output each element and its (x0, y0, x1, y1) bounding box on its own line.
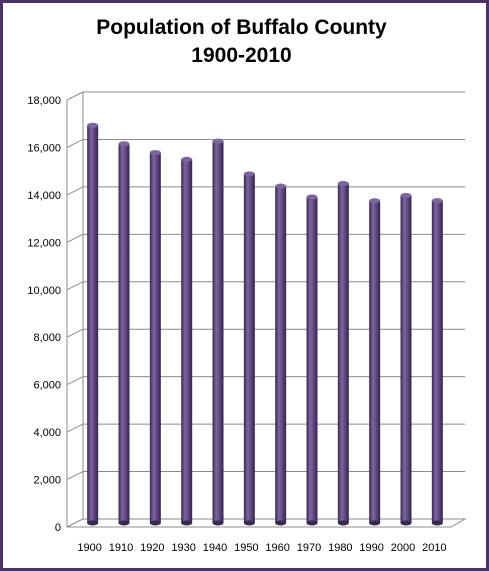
bar-body (243, 173, 255, 523)
bar-body (369, 200, 381, 524)
x-tick-label: 1920 (140, 542, 164, 554)
bar-body (306, 196, 318, 523)
bar-top (149, 150, 161, 156)
y-tick-label: 2,000 (33, 475, 61, 487)
axes (66, 92, 467, 528)
bar-top (212, 138, 224, 144)
y-tick-label: 14,000 (27, 190, 61, 202)
x-tick-label: 1950 (234, 542, 258, 554)
y-tick-label: 18,000 (27, 95, 61, 107)
bar-top (369, 198, 381, 204)
bar-top (243, 171, 255, 177)
bar (431, 198, 443, 526)
y-tick-label: 6,000 (33, 380, 61, 392)
gridline-slant (66, 233, 84, 243)
bar-body (149, 152, 161, 523)
bar (181, 156, 193, 526)
bar-body (275, 186, 287, 524)
bar-top (400, 193, 412, 199)
bar (337, 181, 349, 526)
bar-body (118, 143, 130, 523)
gridline-slant (66, 91, 84, 101)
bar-body (87, 125, 99, 524)
chart-subtitle: 1900-2010 (191, 44, 292, 67)
x-tick-labels: 1900 1910 1920 1930 1940 1950 1960 1970 1980 1990… (77, 542, 446, 554)
x-tick-label: 2000 (391, 542, 415, 554)
bar-body (400, 195, 412, 523)
gridline-slant (66, 281, 84, 291)
bar-base (369, 520, 381, 526)
x-tick-label: 1900 (77, 542, 101, 554)
bar-body (212, 141, 224, 524)
bar-base (243, 520, 255, 526)
bar-top (118, 141, 130, 147)
x-tick-label: 1910 (109, 542, 133, 554)
gridline-slant (66, 138, 84, 148)
bar-base (275, 520, 287, 526)
y-tick-labels: 0 2,000 4,000 6,000 8,000 10,000 12,000 14,000 1… (27, 95, 61, 534)
bar (212, 138, 224, 526)
gridline-slant (66, 471, 84, 481)
chart-title-block: Population of Buffalo County 1900-2010 (0, 14, 483, 70)
bar (243, 171, 255, 526)
bar-base (212, 520, 224, 526)
bar-top (431, 198, 443, 204)
y-tick-label: 4,000 (33, 427, 61, 439)
bar (118, 141, 130, 526)
x-tick-label: 1970 (297, 542, 321, 554)
bar (149, 150, 161, 526)
gridline-slant (66, 328, 84, 338)
y-tick-label: 12,000 (27, 237, 61, 249)
gridline-slant (66, 423, 84, 433)
y-tick-label: 0 (55, 522, 61, 534)
x-tick-label: 1990 (359, 542, 383, 554)
bars (87, 122, 443, 526)
bar-top (87, 122, 99, 128)
x-tick-label: 1940 (203, 542, 227, 554)
bar-base (431, 520, 443, 526)
y-tick-label: 16,000 (27, 142, 61, 154)
bar (306, 194, 318, 526)
y-tick-label: 8,000 (33, 332, 61, 344)
x-tick-label: 2010 (422, 542, 446, 554)
bar-body (181, 159, 193, 524)
bar-base (181, 520, 193, 526)
bar-base (118, 520, 130, 526)
bar-body (337, 183, 349, 523)
bar (87, 122, 99, 526)
bar (369, 198, 381, 526)
bar-base (149, 520, 161, 526)
bar-top (181, 156, 193, 162)
x-tick-label: 1930 (171, 542, 195, 554)
bar-base (306, 520, 318, 526)
bar-top (306, 194, 318, 200)
bar (275, 183, 287, 526)
bar (400, 193, 412, 526)
gridline-slant (66, 376, 84, 386)
bar-base (400, 520, 412, 526)
bar-top (337, 181, 349, 187)
bar-base (337, 520, 349, 526)
x-tick-label: 1960 (265, 542, 289, 554)
floor (66, 518, 467, 528)
y-tick-label: 10,000 (27, 285, 61, 297)
bar-top (275, 183, 287, 189)
bar-body (431, 200, 443, 524)
chart-title: Population of Buffalo County (96, 16, 387, 39)
bar-base (87, 520, 99, 526)
gridline-slant (66, 186, 84, 196)
x-tick-label: 1980 (328, 542, 352, 554)
